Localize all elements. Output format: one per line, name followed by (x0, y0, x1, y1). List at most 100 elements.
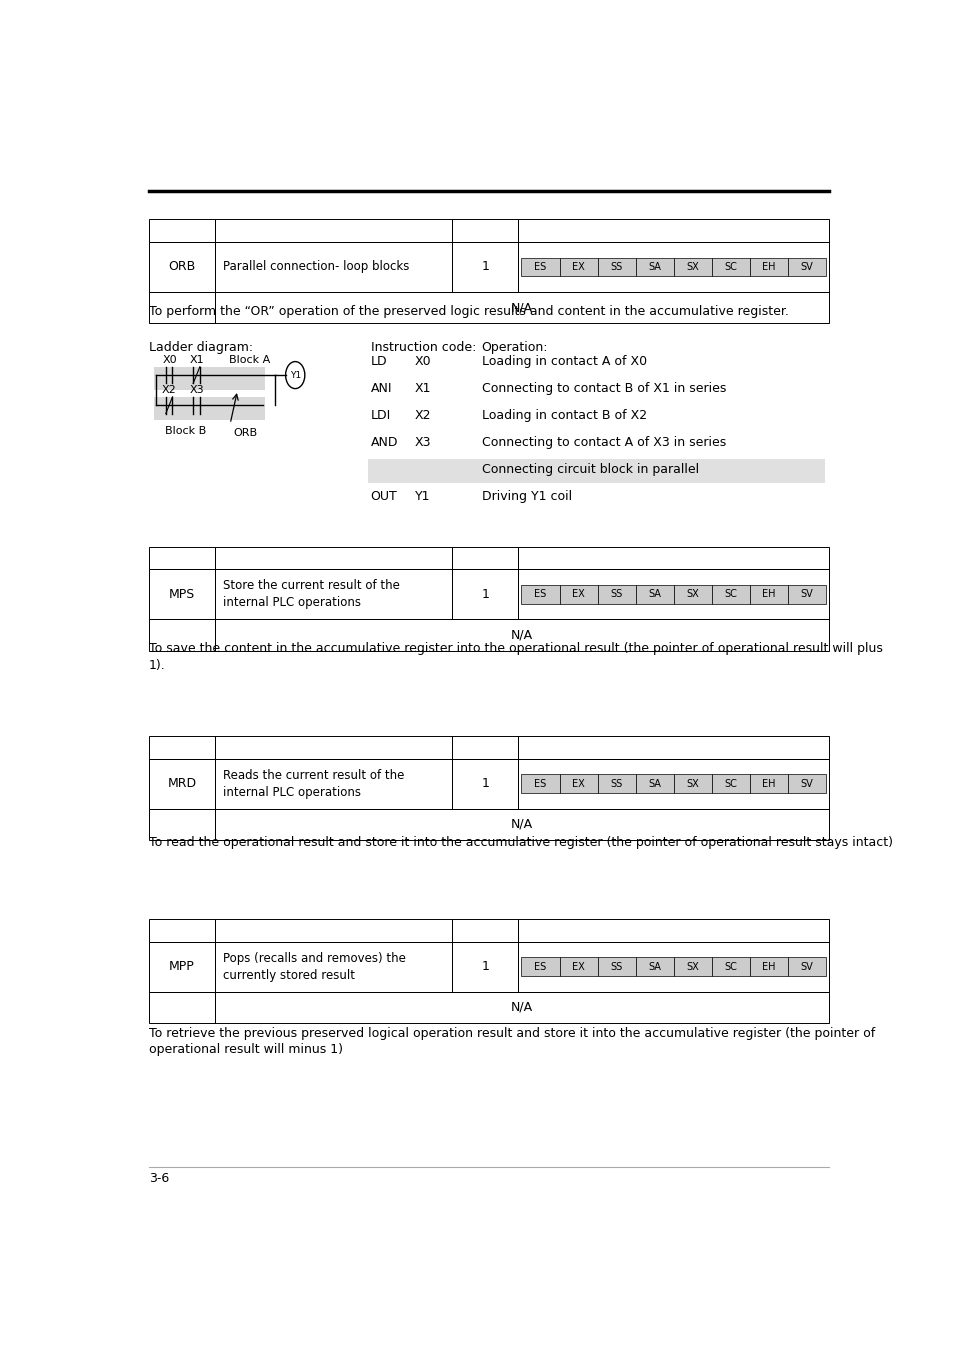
Text: ES: ES (534, 590, 546, 599)
Text: SC: SC (723, 961, 737, 972)
Bar (597, 957, 635, 976)
Bar (215, 242, 452, 292)
Bar (597, 258, 635, 277)
Text: N/A: N/A (511, 629, 533, 641)
Text: MPP: MPP (169, 960, 194, 973)
Text: N/A: N/A (511, 818, 533, 830)
Bar (673, 258, 711, 277)
Text: Y1: Y1 (290, 371, 300, 379)
Bar (368, 459, 824, 483)
Bar (149, 219, 215, 242)
Bar (452, 547, 518, 570)
Text: SX: SX (686, 779, 699, 788)
Text: SA: SA (648, 779, 660, 788)
Bar (673, 775, 711, 792)
Text: Loading in contact B of X2: Loading in contact B of X2 (481, 409, 646, 423)
Bar (149, 292, 215, 323)
Bar (149, 919, 215, 942)
Text: Driving Y1 coil: Driving Y1 coil (481, 490, 571, 504)
Bar (518, 547, 828, 570)
Bar (215, 991, 828, 1023)
Bar (153, 367, 265, 390)
Bar (518, 759, 828, 809)
Bar (149, 570, 215, 620)
Text: Ladder diagram:: Ladder diagram: (149, 340, 253, 354)
Bar (787, 775, 825, 792)
Text: Parallel connection- loop blocks: Parallel connection- loop blocks (222, 261, 409, 274)
Text: SV: SV (800, 961, 813, 972)
Text: Pops (recalls and removes) the
currently stored result: Pops (recalls and removes) the currently… (222, 952, 405, 981)
Bar (559, 585, 597, 603)
Text: SS: SS (610, 590, 622, 599)
Bar (452, 919, 518, 942)
Text: operational result will minus 1): operational result will minus 1) (149, 1044, 342, 1057)
Text: SC: SC (723, 779, 737, 788)
Bar (215, 942, 452, 991)
Text: 1: 1 (480, 960, 489, 973)
Bar (635, 258, 673, 277)
Bar (518, 736, 828, 759)
Text: EX: EX (572, 262, 584, 271)
Text: Connecting circuit block in parallel: Connecting circuit block in parallel (481, 463, 698, 477)
Text: 3-6: 3-6 (149, 1172, 169, 1185)
Text: To save the content in the accumulative register into the operational result (th: To save the content in the accumulative … (149, 643, 882, 655)
Text: LD: LD (370, 355, 387, 369)
Bar (518, 219, 828, 242)
Text: SX: SX (686, 262, 699, 271)
Text: X3: X3 (190, 385, 204, 394)
Bar (635, 585, 673, 603)
Text: EX: EX (572, 590, 584, 599)
Bar (215, 620, 828, 651)
Bar (452, 942, 518, 991)
Text: OUT: OUT (370, 490, 397, 504)
Bar (452, 219, 518, 242)
Text: 1).: 1). (149, 659, 166, 672)
Text: Reads the current result of the
internal PLC operations: Reads the current result of the internal… (222, 768, 404, 799)
Text: EH: EH (761, 779, 775, 788)
Bar (673, 957, 711, 976)
Text: ORB: ORB (169, 261, 195, 274)
Bar (149, 759, 215, 809)
Text: To retrieve the previous preserved logical operation result and store it into th: To retrieve the previous preserved logic… (149, 1027, 874, 1040)
Bar (149, 809, 215, 840)
Bar (153, 397, 265, 420)
Text: SA: SA (648, 590, 660, 599)
Text: AND: AND (370, 436, 397, 450)
Text: Instruction code:: Instruction code: (370, 340, 476, 354)
Bar (597, 775, 635, 792)
Text: ES: ES (534, 779, 546, 788)
Text: Y1: Y1 (415, 490, 430, 504)
Bar (149, 620, 215, 651)
Text: X0: X0 (162, 355, 176, 364)
Text: MPS: MPS (169, 589, 195, 601)
Bar (149, 991, 215, 1023)
Text: SA: SA (648, 961, 660, 972)
Bar (518, 942, 828, 991)
Bar (215, 219, 452, 242)
Text: Block B: Block B (165, 427, 206, 436)
Bar (787, 585, 825, 603)
Text: EH: EH (761, 262, 775, 271)
Text: Loading in contact A of X0: Loading in contact A of X0 (481, 355, 646, 369)
Bar (452, 736, 518, 759)
Bar (597, 585, 635, 603)
Bar (787, 258, 825, 277)
Text: SC: SC (723, 262, 737, 271)
Text: X3: X3 (415, 436, 431, 450)
Text: ES: ES (534, 961, 546, 972)
Bar (559, 957, 597, 976)
Bar (635, 775, 673, 792)
Text: N/A: N/A (511, 301, 533, 315)
Bar (749, 957, 787, 976)
Text: Connecting to contact A of X3 in series: Connecting to contact A of X3 in series (481, 436, 725, 450)
Text: EX: EX (572, 779, 584, 788)
Bar (521, 775, 559, 792)
Bar (149, 736, 215, 759)
Bar (518, 919, 828, 942)
Text: X0: X0 (415, 355, 431, 369)
Bar (749, 258, 787, 277)
Bar (673, 585, 711, 603)
Bar (149, 547, 215, 570)
Text: SX: SX (686, 590, 699, 599)
Text: SC: SC (723, 590, 737, 599)
